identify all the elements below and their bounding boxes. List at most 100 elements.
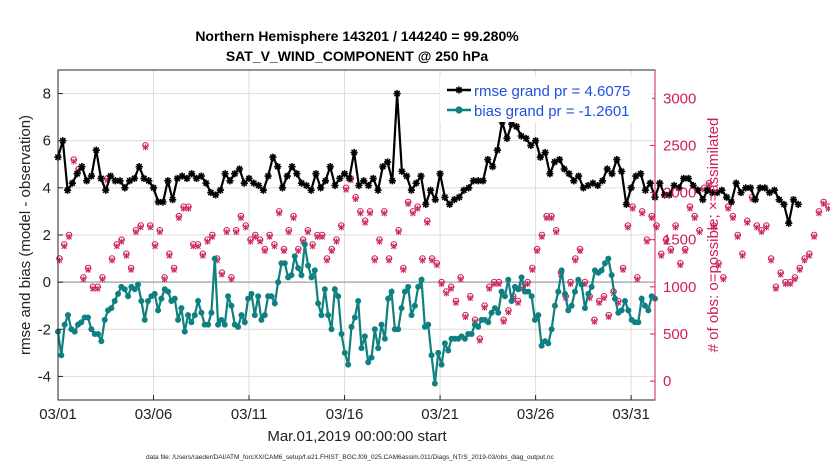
y-right-tick-label: 1000 (663, 279, 696, 296)
x-tick-label: 03/01 (39, 406, 77, 423)
y-right-tick-label: 1500 (663, 232, 696, 249)
y-left-tick-label: 0 (43, 274, 51, 291)
bias-point (431, 380, 438, 387)
data-file-footer: data file: /Users/raeder/DAI/ATM_forcXX/… (146, 454, 555, 461)
bias-point (101, 316, 108, 323)
obs-assimilated-point (156, 229, 163, 236)
obs-assimilated-point (825, 205, 830, 212)
bias-point (535, 312, 542, 319)
rmse-point (297, 179, 306, 187)
bias-point (461, 335, 468, 342)
obs-assimilated-point (252, 233, 259, 240)
rmse-point (446, 200, 454, 208)
rmse-point (551, 158, 559, 166)
bias-point (78, 319, 85, 326)
bias-point (551, 302, 558, 309)
x-tick-label: 03/06 (135, 406, 173, 423)
rmse-point (699, 196, 707, 204)
bias-point (435, 349, 442, 356)
bias-point (428, 352, 435, 359)
rmse-point (426, 186, 435, 194)
bias-point (505, 276, 512, 283)
bias-point (401, 288, 408, 295)
obs-assimilated-point (357, 210, 364, 217)
obs-assimilated-point (195, 243, 201, 250)
obs-assimilated-point (806, 252, 813, 259)
obs-assimilated-point (271, 243, 278, 250)
bias-point (515, 286, 522, 293)
rmse-point (403, 172, 411, 180)
bias-point (248, 290, 255, 297)
obs-assimilated-point (768, 257, 774, 264)
x-axis-ticks: 03/01 03/06 03/11 03/16 03/21 03/26 03/31 (39, 395, 650, 423)
rmse-point (226, 177, 234, 185)
bias-point (568, 302, 575, 309)
bias-point (508, 298, 515, 304)
bias-point (225, 293, 232, 300)
bias-point (238, 312, 245, 319)
obs-assimilated-point (262, 248, 268, 255)
y-left-axis-label: rmse and bias (model - observation) (17, 115, 34, 355)
rmse-series (54, 89, 802, 227)
obs-assimilated-point (648, 215, 655, 222)
obs-assimilated-point (381, 210, 388, 217)
bias-point (525, 288, 532, 295)
rmse-point (360, 177, 368, 185)
rmse-point (169, 196, 177, 204)
bias-point (501, 293, 508, 300)
obs-assimilated-point (539, 233, 545, 240)
obs-assimilated-point (730, 215, 736, 222)
obs-assimilated-point (424, 219, 431, 226)
bias-point (121, 286, 128, 293)
bias-point (381, 335, 388, 342)
bias-point (205, 321, 212, 328)
rmse-point (746, 184, 755, 192)
rmse-point (121, 184, 129, 192)
obs-assimilated-point (629, 205, 636, 212)
y-left-tick-label: -2 (38, 321, 51, 338)
rmse-point (178, 172, 186, 180)
rmse-point (283, 172, 291, 180)
obs-assimilated-point (414, 205, 421, 212)
bias-point (558, 267, 565, 274)
bias-point (581, 305, 588, 312)
chart-title-line1: Northern Hemisphere 143201 / 144240 = 99… (195, 28, 519, 44)
rmse-point (254, 181, 263, 190)
rmse-point (83, 177, 91, 185)
rmse-point (570, 177, 578, 185)
bias-point (108, 305, 115, 312)
obs-count-markers (56, 142, 830, 344)
obs-assimilated-point (811, 233, 817, 240)
bias-point (315, 300, 322, 307)
obs-assimilated-point (481, 304, 488, 311)
rmse-point (102, 186, 110, 194)
y-right-tick-label: 2000 (663, 185, 696, 202)
rmse-point (756, 184, 764, 192)
bias-point (641, 302, 648, 309)
y-left-tick-label: 6 (43, 133, 51, 150)
bias-point (498, 288, 505, 295)
bias-point (228, 302, 235, 309)
bias-point (601, 260, 608, 267)
chart-title-line2: SAT_V_WIND_COMPONENT @ 250 hPa (226, 48, 489, 64)
obs-assimilated-point (634, 276, 641, 283)
rmse-point (608, 170, 616, 178)
obs-assimilated-point (710, 224, 717, 231)
obs-assimilated-point (457, 276, 464, 283)
y-right-axis-ticks: 0 500 1000 1500 2000 2500 3000 (650, 90, 696, 390)
bias-point (605, 255, 612, 262)
obs-assimilated-point (128, 266, 134, 273)
obs-assimilated-point (500, 318, 507, 325)
x-tick-label: 03/26 (517, 406, 555, 423)
obs-assimilated-point (787, 281, 794, 288)
x-tick-label: 03/16 (326, 406, 364, 423)
bias-point (625, 307, 632, 314)
legend-bias-label: bias grand pr = -1.2601 (474, 103, 630, 120)
bias-point (571, 288, 578, 295)
rmse-point (216, 186, 224, 194)
rmse-point (398, 167, 406, 175)
bias-point (468, 331, 475, 337)
bias-point (328, 326, 335, 333)
obs-assimilated-point (644, 238, 650, 245)
bias-point (441, 340, 448, 347)
